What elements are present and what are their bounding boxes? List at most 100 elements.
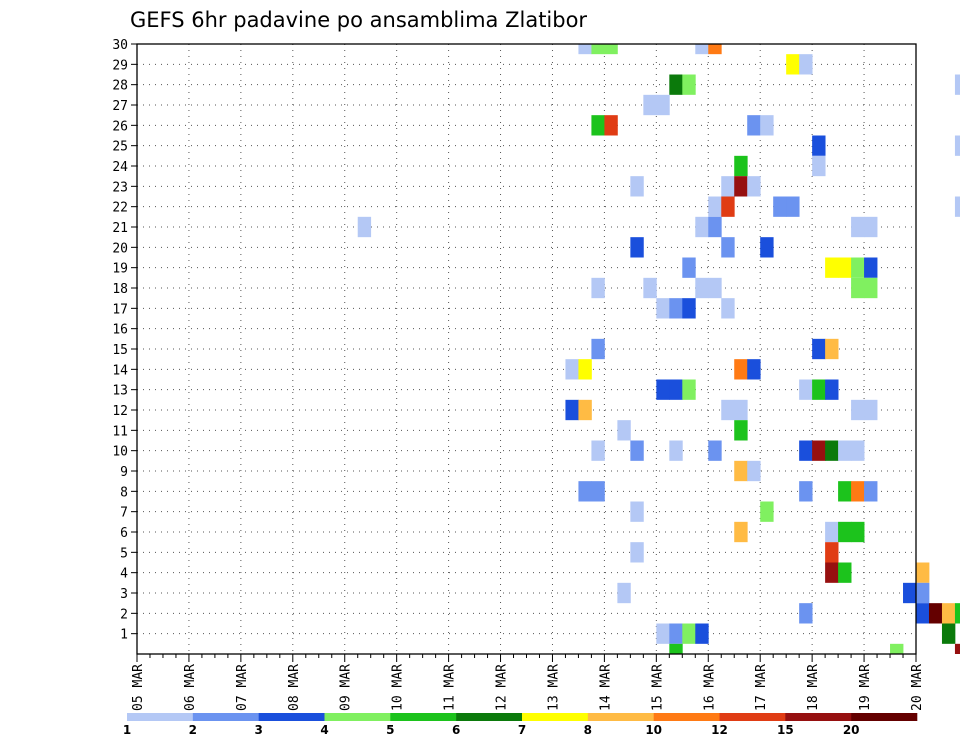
data-cell bbox=[578, 359, 592, 380]
data-cell bbox=[812, 440, 826, 461]
colorbar-segment bbox=[192, 713, 259, 721]
data-cell bbox=[591, 44, 605, 55]
y-tick-label: 3 bbox=[120, 587, 128, 602]
x-tick-label: 06 MAR bbox=[183, 664, 198, 711]
x-tick-label: 11 MAR bbox=[443, 664, 458, 711]
data-cell bbox=[864, 216, 878, 238]
y-tick-label: 1 bbox=[120, 628, 128, 643]
data-cell bbox=[630, 542, 644, 563]
y-tick-label: 27 bbox=[112, 99, 128, 114]
y-tick-label: 6 bbox=[120, 526, 128, 541]
data-cell bbox=[864, 399, 878, 421]
colorbar-label: 2 bbox=[189, 723, 197, 737]
colorbar-label: 3 bbox=[254, 723, 262, 737]
x-tick-label: 05 MAR bbox=[131, 664, 146, 711]
data-cell bbox=[916, 562, 930, 583]
x-tick-label: 08 MAR bbox=[287, 664, 302, 711]
data-cell bbox=[565, 359, 579, 380]
data-cell bbox=[864, 257, 878, 278]
data-cell bbox=[721, 237, 735, 258]
data-cell bbox=[578, 481, 592, 502]
data-cell bbox=[799, 54, 813, 75]
data-cell bbox=[799, 603, 813, 624]
data-cell bbox=[669, 379, 683, 400]
colorbar-label: 6 bbox=[452, 723, 460, 737]
y-tick-label: 14 bbox=[112, 363, 128, 378]
data-cell bbox=[838, 440, 852, 461]
data-cell bbox=[799, 440, 813, 461]
data-cell bbox=[734, 359, 748, 380]
colorbar-segment bbox=[851, 713, 918, 721]
x-tick-label: 14 MAR bbox=[598, 664, 613, 711]
colorbar-segment bbox=[390, 713, 457, 721]
data-cell bbox=[643, 277, 657, 299]
data-cell bbox=[916, 582, 930, 604]
y-tick-label: 8 bbox=[120, 485, 128, 500]
data-cell bbox=[786, 54, 800, 75]
data-cell bbox=[864, 277, 878, 299]
x-tick-label: 13 MAR bbox=[546, 664, 561, 711]
data-cell bbox=[734, 420, 748, 441]
colorbar-label: 15 bbox=[777, 723, 794, 737]
colorbar-label: 8 bbox=[584, 723, 592, 737]
colorbar-segment bbox=[127, 713, 194, 721]
data-cell bbox=[851, 257, 865, 278]
x-axis: 05 MAR 06 MAR 07 MAR 08 MAR 09 MAR 10 MAR 11 M… bbox=[131, 654, 925, 711]
y-tick-label: 10 bbox=[112, 445, 128, 460]
data-cell bbox=[890, 643, 904, 654]
data-cell bbox=[851, 277, 865, 299]
data-cell bbox=[760, 501, 774, 522]
x-tick-label: 17 MAR bbox=[754, 664, 769, 711]
y-tick-label: 16 bbox=[112, 323, 128, 338]
colorbar-segment bbox=[324, 713, 391, 721]
data-cell bbox=[630, 501, 644, 522]
y-tick-label: 2 bbox=[120, 607, 128, 622]
y-tick-label: 25 bbox=[112, 140, 128, 155]
data-cell bbox=[838, 257, 852, 278]
data-cell bbox=[760, 115, 774, 136]
colorbar-label: 5 bbox=[386, 723, 394, 737]
data-cell bbox=[682, 257, 696, 278]
data-cell bbox=[747, 115, 761, 136]
colorbar-segment bbox=[456, 713, 523, 721]
data-cell bbox=[825, 562, 839, 583]
data-cell bbox=[656, 379, 670, 400]
data-cell bbox=[734, 521, 748, 543]
data-cell bbox=[721, 176, 735, 197]
data-cell bbox=[734, 460, 748, 482]
data-cell bbox=[669, 623, 683, 644]
data-cell bbox=[708, 440, 722, 461]
data-cell bbox=[682, 623, 696, 644]
data-cell bbox=[864, 481, 878, 502]
colorbar-label: 7 bbox=[518, 723, 526, 737]
data-cell bbox=[630, 176, 644, 197]
data-cell bbox=[591, 115, 605, 136]
data-cell bbox=[721, 298, 735, 319]
y-tick-label: 18 bbox=[112, 282, 128, 297]
data-cell bbox=[682, 379, 696, 400]
y-tick-label: 12 bbox=[112, 404, 128, 419]
data-cell bbox=[734, 399, 748, 421]
data-cell bbox=[682, 74, 696, 95]
x-tick-label: 09 MAR bbox=[339, 664, 354, 711]
data-cell bbox=[812, 338, 826, 360]
y-tick-label: 28 bbox=[112, 79, 128, 94]
data-cell bbox=[916, 603, 930, 624]
data-cell bbox=[669, 440, 683, 461]
data-cell bbox=[954, 643, 960, 654]
x-tick-label: 16 MAR bbox=[702, 664, 717, 711]
colorbar-segment bbox=[587, 713, 654, 721]
colorbar-legend: 1 2 3 4 5 6 7 8 10 12 15 20 bbox=[123, 713, 918, 737]
plot-frame bbox=[136, 43, 917, 655]
data-cell bbox=[591, 338, 605, 360]
data-cell bbox=[954, 603, 960, 624]
colorbar-segment bbox=[653, 713, 720, 721]
data-cell bbox=[630, 440, 644, 461]
data-cell bbox=[591, 440, 605, 461]
data-cell bbox=[578, 399, 592, 421]
colorbar-label: 4 bbox=[320, 723, 328, 737]
x-tick-label: 19 MAR bbox=[858, 664, 873, 711]
data-cell bbox=[825, 440, 839, 461]
data-cell bbox=[591, 277, 605, 299]
data-cell bbox=[903, 582, 917, 604]
